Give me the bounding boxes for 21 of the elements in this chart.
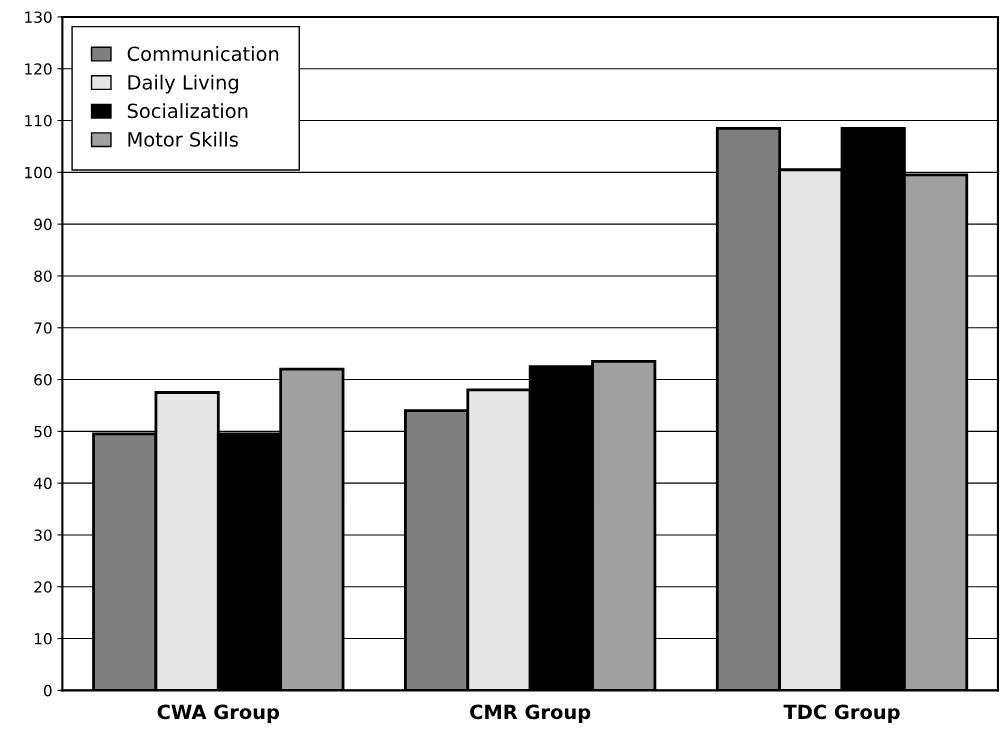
y-tick-label: 30 xyxy=(34,529,52,541)
legend-label: Communication xyxy=(127,46,279,62)
y-tick-label: 60 xyxy=(34,374,52,386)
legend-label: Daily Living xyxy=(128,74,238,94)
y-tick-label: 100 xyxy=(25,166,52,179)
x-tick-label: TDC Group xyxy=(783,704,900,724)
y-tick-label: 120 xyxy=(25,63,52,75)
y-tick-label: 80 xyxy=(34,270,52,282)
y-tick-label: 130 xyxy=(25,11,52,23)
legend-label: Motor Skills xyxy=(128,131,238,147)
x-tick-label: CWA Group xyxy=(157,704,280,724)
y-tick-label: 50 xyxy=(34,425,52,438)
y-tick-label: 40 xyxy=(33,477,52,490)
x-tick-label: CMR Group xyxy=(470,704,591,724)
y-tick-label: 90 xyxy=(34,218,52,231)
y-tick-label: 20 xyxy=(34,581,52,593)
y-tick-label: 0 xyxy=(43,684,52,697)
legend-label: Socialization xyxy=(127,103,248,119)
y-tick-label: 110 xyxy=(25,115,52,127)
y-tick-label: 10 xyxy=(34,633,52,645)
y-tick-label: 70 xyxy=(34,322,52,334)
